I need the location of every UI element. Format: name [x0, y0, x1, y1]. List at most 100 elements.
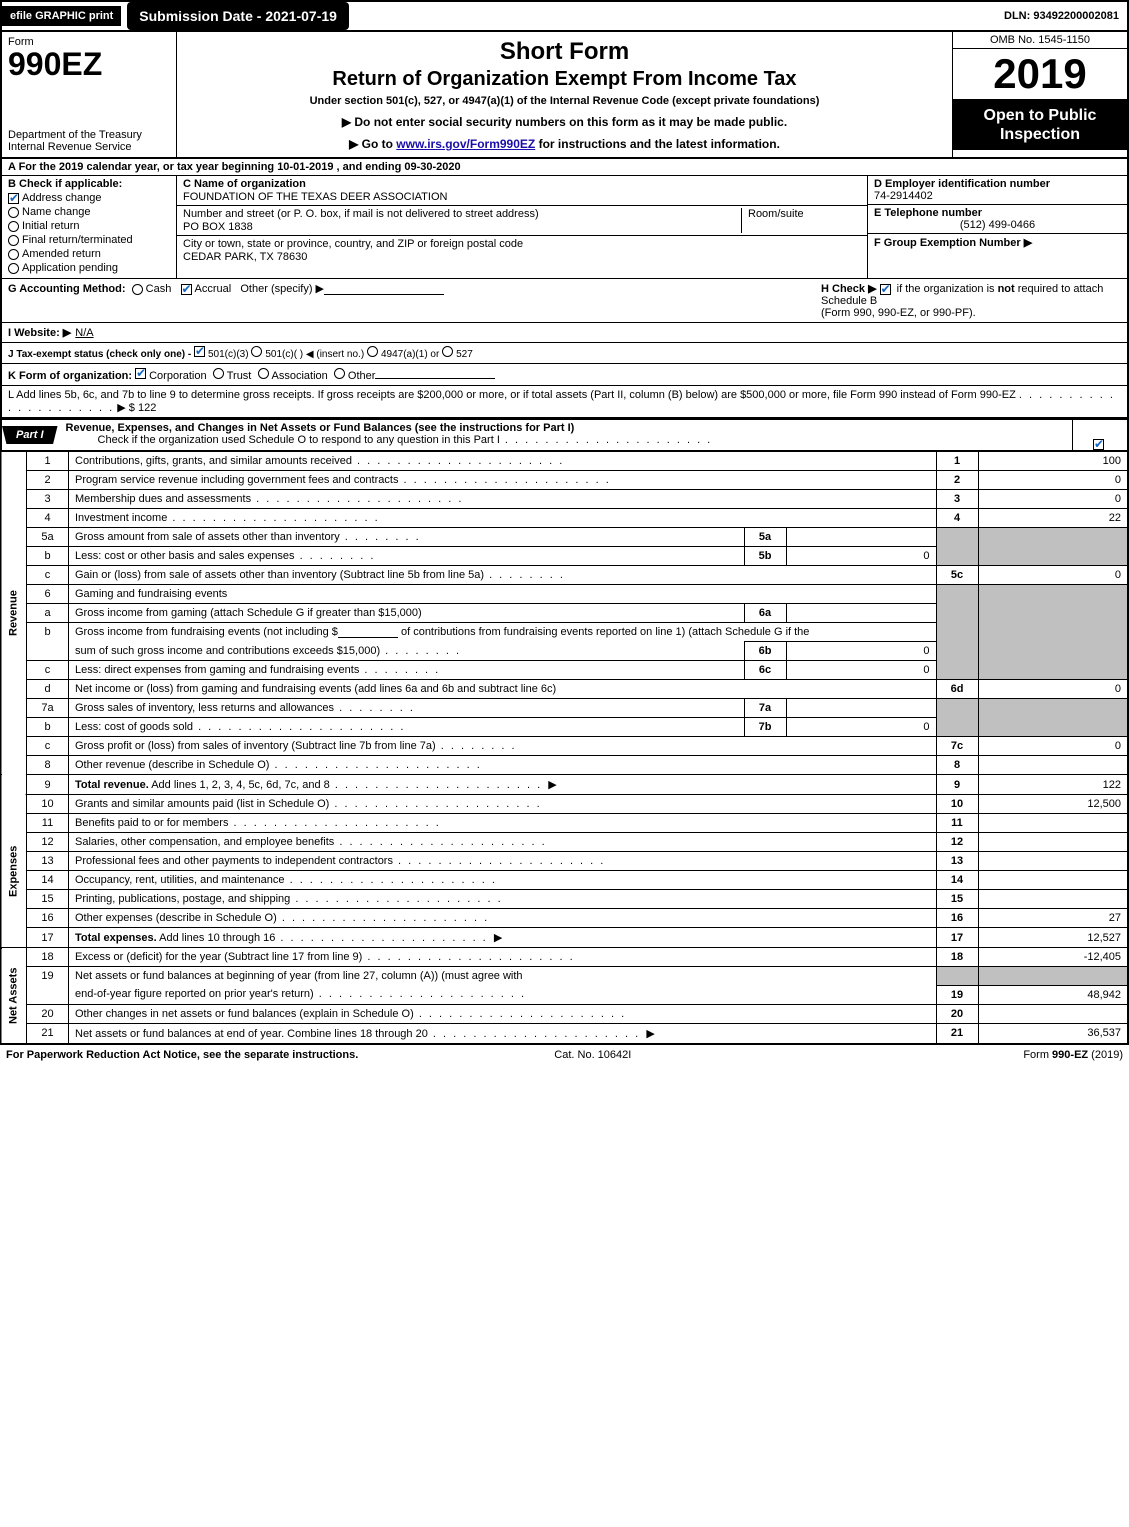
d-label: D Employer identification number	[874, 178, 1050, 190]
val-11	[978, 814, 1128, 833]
val-17: 12,527	[978, 928, 1128, 948]
e-label: E Telephone number	[874, 207, 982, 219]
org-name: FOUNDATION OF THE TEXAS DEER ASSOCIATION	[183, 191, 861, 203]
chk-initial-return[interactable]	[8, 221, 19, 232]
chk-527[interactable]	[442, 346, 453, 357]
goto-post: for instructions and the latest informat…	[535, 137, 780, 151]
header-center: Short Form Return of Organization Exempt…	[177, 32, 952, 157]
c-city-label: City or town, state or province, country…	[183, 238, 861, 250]
val-2: 0	[978, 471, 1128, 490]
row-l: L Add lines 5b, 6c, and 7b to line 9 to …	[0, 386, 1129, 418]
val-15	[978, 890, 1128, 909]
goto-link[interactable]: www.irs.gov/Form990EZ	[396, 137, 535, 151]
side-expenses: Expenses	[1, 795, 27, 948]
chk-501c[interactable]	[251, 346, 262, 357]
l-text: L Add lines 5b, 6c, and 7b to line 9 to …	[8, 389, 1016, 401]
section-def: D Employer identification number 74-2914…	[867, 176, 1127, 278]
side-net-assets: Net Assets	[1, 948, 27, 1044]
part1-header: Part I Revenue, Expenses, and Changes in…	[0, 418, 1129, 451]
g-label: G Accounting Method:	[8, 283, 126, 295]
val-12	[978, 833, 1128, 852]
org-street: PO BOX 1838	[183, 221, 741, 233]
chk-name-change[interactable]	[8, 207, 19, 218]
val-7c: 0	[978, 737, 1128, 756]
dept-treasury: Department of the Treasury	[8, 129, 170, 141]
chk-501c3[interactable]	[194, 346, 205, 357]
chk-schedule-o-part1[interactable]	[1093, 439, 1104, 450]
chk-amended-return[interactable]	[8, 249, 19, 260]
section-c: C Name of organization FOUNDATION OF THE…	[177, 176, 867, 278]
val-13	[978, 852, 1128, 871]
part1-tab: Part I	[2, 426, 58, 444]
val-9: 122	[978, 775, 1128, 795]
other-org-input[interactable]	[375, 367, 495, 379]
footer-cat: Cat. No. 10642I	[554, 1049, 631, 1061]
chk-accrual[interactable]	[181, 284, 192, 295]
h-label: H Check ▶	[821, 283, 877, 295]
val-5b: 0	[786, 547, 936, 566]
row-k: K Form of organization: Corporation Trus…	[0, 364, 1129, 386]
val-8	[978, 756, 1128, 775]
f-label: F Group Exemption Number ▶	[874, 237, 1032, 249]
chk-application-pending[interactable]	[8, 263, 19, 274]
k-label: K Form of organization:	[8, 370, 132, 382]
irs-label: Internal Revenue Service	[8, 141, 170, 153]
row-i: I Website: ▶ N/A	[0, 323, 1129, 343]
chk-corporation[interactable]	[135, 368, 146, 379]
l-arrow: ▶ $	[117, 402, 135, 414]
efile-label[interactable]: efile GRAPHIC print	[2, 6, 121, 26]
ssn-warning: ▶ Do not enter social security numbers o…	[187, 115, 942, 129]
footer-right: Form 990-EZ (2019)	[1023, 1049, 1123, 1061]
website-value: N/A	[75, 327, 93, 339]
val-14	[978, 871, 1128, 890]
room-suite-label: Room/suite	[741, 208, 861, 233]
val-18: -12,405	[978, 948, 1128, 967]
c-name-label: C Name of organization	[183, 178, 861, 190]
row-a-period: A For the 2019 calendar year, or tax yea…	[0, 159, 1129, 176]
other-method-input[interactable]	[324, 283, 444, 295]
form-header: Form 990EZ Department of the Treasury In…	[0, 30, 1129, 159]
section-b: B Check if applicable: Address change Na…	[2, 176, 177, 278]
goto-pre: ▶ Go to	[349, 137, 396, 151]
val-5a	[786, 528, 936, 547]
chk-other-org[interactable]	[334, 368, 345, 379]
j-label: J Tax-exempt status (check only one) -	[8, 349, 191, 360]
chk-trust[interactable]	[213, 368, 224, 379]
title-sub: Return of Organization Exempt From Incom…	[187, 68, 942, 91]
part1-sub: Check if the organization used Schedule …	[58, 434, 1072, 448]
section-g: G Accounting Method: Cash Accrual Other …	[8, 282, 444, 295]
val-7a	[786, 699, 936, 718]
submission-date: Submission Date - 2021-07-19	[127, 2, 349, 30]
part1-title: Revenue, Expenses, and Changes in Net As…	[58, 422, 1072, 434]
contrib-input[interactable]	[338, 626, 398, 638]
val-10: 12,500	[978, 795, 1128, 814]
part1-table: Revenue 1 Contributions, gifts, grants, …	[0, 451, 1129, 1045]
chk-association[interactable]	[258, 368, 269, 379]
val-20	[978, 1004, 1128, 1023]
open-to-public: Open to Public Inspection	[953, 100, 1127, 150]
top-strip: efile GRAPHIC print Submission Date - 20…	[0, 0, 1129, 30]
l-value: 122	[138, 402, 156, 414]
title-under: Under section 501(c), 527, or 4947(a)(1)…	[187, 95, 942, 107]
goto-instructions: ▶ Go to www.irs.gov/Form990EZ for instru…	[187, 137, 942, 151]
chk-address-change[interactable]	[8, 193, 19, 204]
val-6b: 0	[786, 642, 936, 661]
chk-cash[interactable]	[132, 284, 143, 295]
row-j: J Tax-exempt status (check only one) - 5…	[0, 343, 1129, 364]
chk-4947[interactable]	[367, 346, 378, 357]
info-block: B Check if applicable: Address change Na…	[0, 176, 1129, 279]
page-footer: For Paperwork Reduction Act Notice, see …	[0, 1045, 1129, 1065]
header-left: Form 990EZ Department of the Treasury In…	[2, 32, 177, 157]
val-19: 48,942	[978, 985, 1128, 1004]
dln-label: DLN: 93492200002081	[996, 6, 1127, 26]
val-7b: 0	[786, 718, 936, 737]
org-city: CEDAR PARK, TX 78630	[183, 251, 861, 263]
title-main: Short Form	[187, 38, 942, 66]
val-6d: 0	[978, 680, 1128, 699]
val-3: 0	[978, 490, 1128, 509]
val-1: 100	[978, 452, 1128, 471]
chk-final-return[interactable]	[8, 235, 19, 246]
h-sub: (Form 990, 990-EZ, or 990-PF).	[821, 307, 976, 319]
val-6c: 0	[786, 661, 936, 680]
chk-schedule-b[interactable]	[880, 284, 891, 295]
